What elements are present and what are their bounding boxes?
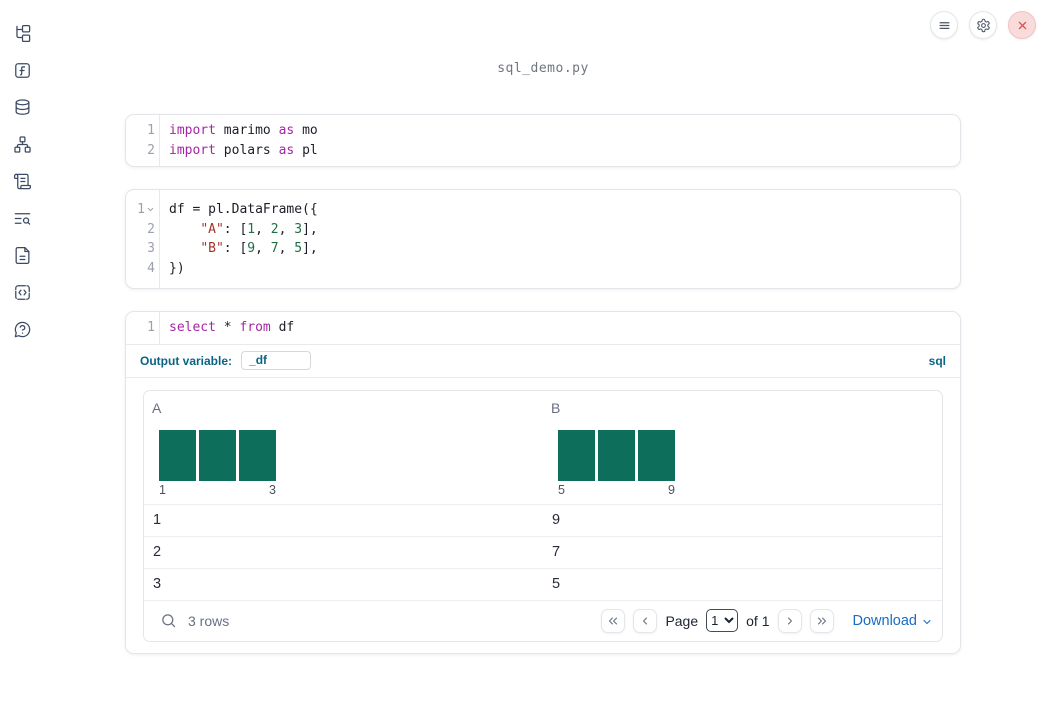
code-text[interactable]: "B": [9, 7, 5], bbox=[200, 241, 318, 256]
logs-scroll-icon[interactable] bbox=[12, 171, 32, 191]
documentation-page-icon[interactable] bbox=[12, 245, 32, 265]
histogram-bar bbox=[199, 429, 236, 481]
sql-cell-footer: Output variable: sql bbox=[126, 343, 960, 377]
code-line: 3 "B": [9, 7, 5], bbox=[126, 239, 960, 259]
table-row: 1 9 bbox=[144, 503, 942, 536]
sql-cell: 1 select * from df Output variable: sql A… bbox=[125, 311, 961, 654]
table-cell: 7 bbox=[552, 543, 561, 560]
fold-chevron-icon[interactable] bbox=[146, 205, 155, 214]
code-line: 1 df = pl.DataFrame({ bbox=[126, 200, 960, 220]
table-row: 2 7 bbox=[144, 535, 942, 568]
code-text[interactable]: import polars as pl bbox=[169, 142, 318, 158]
help-question-bubble-icon[interactable] bbox=[12, 319, 32, 339]
output-variable-input[interactable] bbox=[241, 351, 312, 370]
pagination: Page 1 of 1 Download bbox=[601, 608, 934, 633]
line-number: 1 bbox=[147, 123, 155, 138]
code-text[interactable]: select * from df bbox=[169, 320, 295, 335]
code-text[interactable]: df = pl.DataFrame({ bbox=[169, 202, 318, 217]
snippets-code-box-icon[interactable] bbox=[12, 282, 32, 302]
column-name: B bbox=[551, 399, 561, 416]
column-a-histogram[interactable] bbox=[159, 429, 535, 481]
gear-icon[interactable] bbox=[969, 11, 997, 39]
hamburger-menu-icon[interactable] bbox=[930, 11, 958, 39]
table-row: 3 5 bbox=[144, 567, 942, 600]
search-icon[interactable] bbox=[160, 612, 178, 630]
outline-search-icon[interactable] bbox=[12, 208, 32, 228]
sidebar bbox=[0, 0, 44, 339]
code-cell-dataframe: 1 df = pl.DataFrame({ 2 "A": [1, 2, 3], 3… bbox=[125, 189, 961, 289]
code-line: 1 select * from df bbox=[126, 318, 960, 338]
page-select[interactable]: 1 bbox=[706, 609, 739, 632]
download-button[interactable]: Download bbox=[853, 613, 934, 629]
histogram-bar bbox=[598, 429, 635, 481]
next-page-button[interactable] bbox=[777, 608, 802, 633]
dependency-graph-icon[interactable] bbox=[12, 134, 32, 154]
histogram-bar bbox=[239, 429, 276, 481]
line-number: 1 bbox=[147, 320, 155, 335]
previous-page-button[interactable] bbox=[633, 608, 658, 633]
first-page-button[interactable] bbox=[601, 608, 626, 633]
code-line: 2 import polars as pl bbox=[126, 141, 960, 161]
table-cell: 3 bbox=[153, 575, 162, 592]
notebook-filename[interactable]: sql_demo.py bbox=[497, 61, 589, 76]
table-footer: 3 rows Page 1 of 1 bbox=[144, 599, 942, 641]
code-line: 2 "A": [1, 2, 3], bbox=[126, 220, 960, 240]
table-cell: 5 bbox=[552, 575, 561, 592]
code-cell-imports: 1 import marimo as mo 2 import polars as p… bbox=[125, 114, 961, 167]
output-variable-label: Output variable: bbox=[140, 353, 233, 368]
code-line: 1 import marimo as mo bbox=[126, 121, 960, 141]
variables-function-icon[interactable] bbox=[12, 60, 32, 80]
window-controls bbox=[930, 11, 1036, 39]
table-cell: 1 bbox=[153, 511, 162, 528]
code-text[interactable]: "A": [1, 2, 3], bbox=[200, 221, 318, 237]
chevron-down-icon bbox=[923, 619, 931, 624]
file-explorer-tree-icon[interactable] bbox=[12, 23, 32, 43]
close-x-icon[interactable] bbox=[1008, 11, 1036, 39]
table-cell: 9 bbox=[552, 511, 561, 528]
row-count: 3 rows bbox=[188, 612, 230, 629]
code-text[interactable]: import marimo as mo bbox=[169, 123, 318, 138]
column-b-histogram[interactable] bbox=[558, 429, 934, 481]
line-number: 1 bbox=[126, 200, 159, 220]
code-line: 4}) bbox=[126, 259, 960, 279]
line-number: 2 bbox=[147, 221, 155, 237]
last-page-button[interactable] bbox=[809, 608, 834, 633]
line-number: 4 bbox=[147, 260, 155, 276]
column-name: A bbox=[152, 399, 162, 416]
histogram-bar bbox=[159, 429, 196, 481]
page-of-label: of 1 bbox=[746, 612, 770, 629]
histogram-bar bbox=[558, 429, 595, 481]
line-number: 2 bbox=[147, 142, 155, 158]
line-number: 3 bbox=[147, 241, 155, 256]
sql-language-badge: sql bbox=[928, 353, 946, 368]
datasources-database-icon[interactable] bbox=[12, 97, 32, 117]
table-cell: 2 bbox=[153, 543, 162, 560]
code-text[interactable]: }) bbox=[169, 260, 185, 276]
notebook: sql_demo.py 1 import marimo as mo 2 import… bbox=[125, 0, 961, 654]
page-label: Page bbox=[665, 612, 699, 629]
histogram-bar bbox=[638, 429, 675, 481]
